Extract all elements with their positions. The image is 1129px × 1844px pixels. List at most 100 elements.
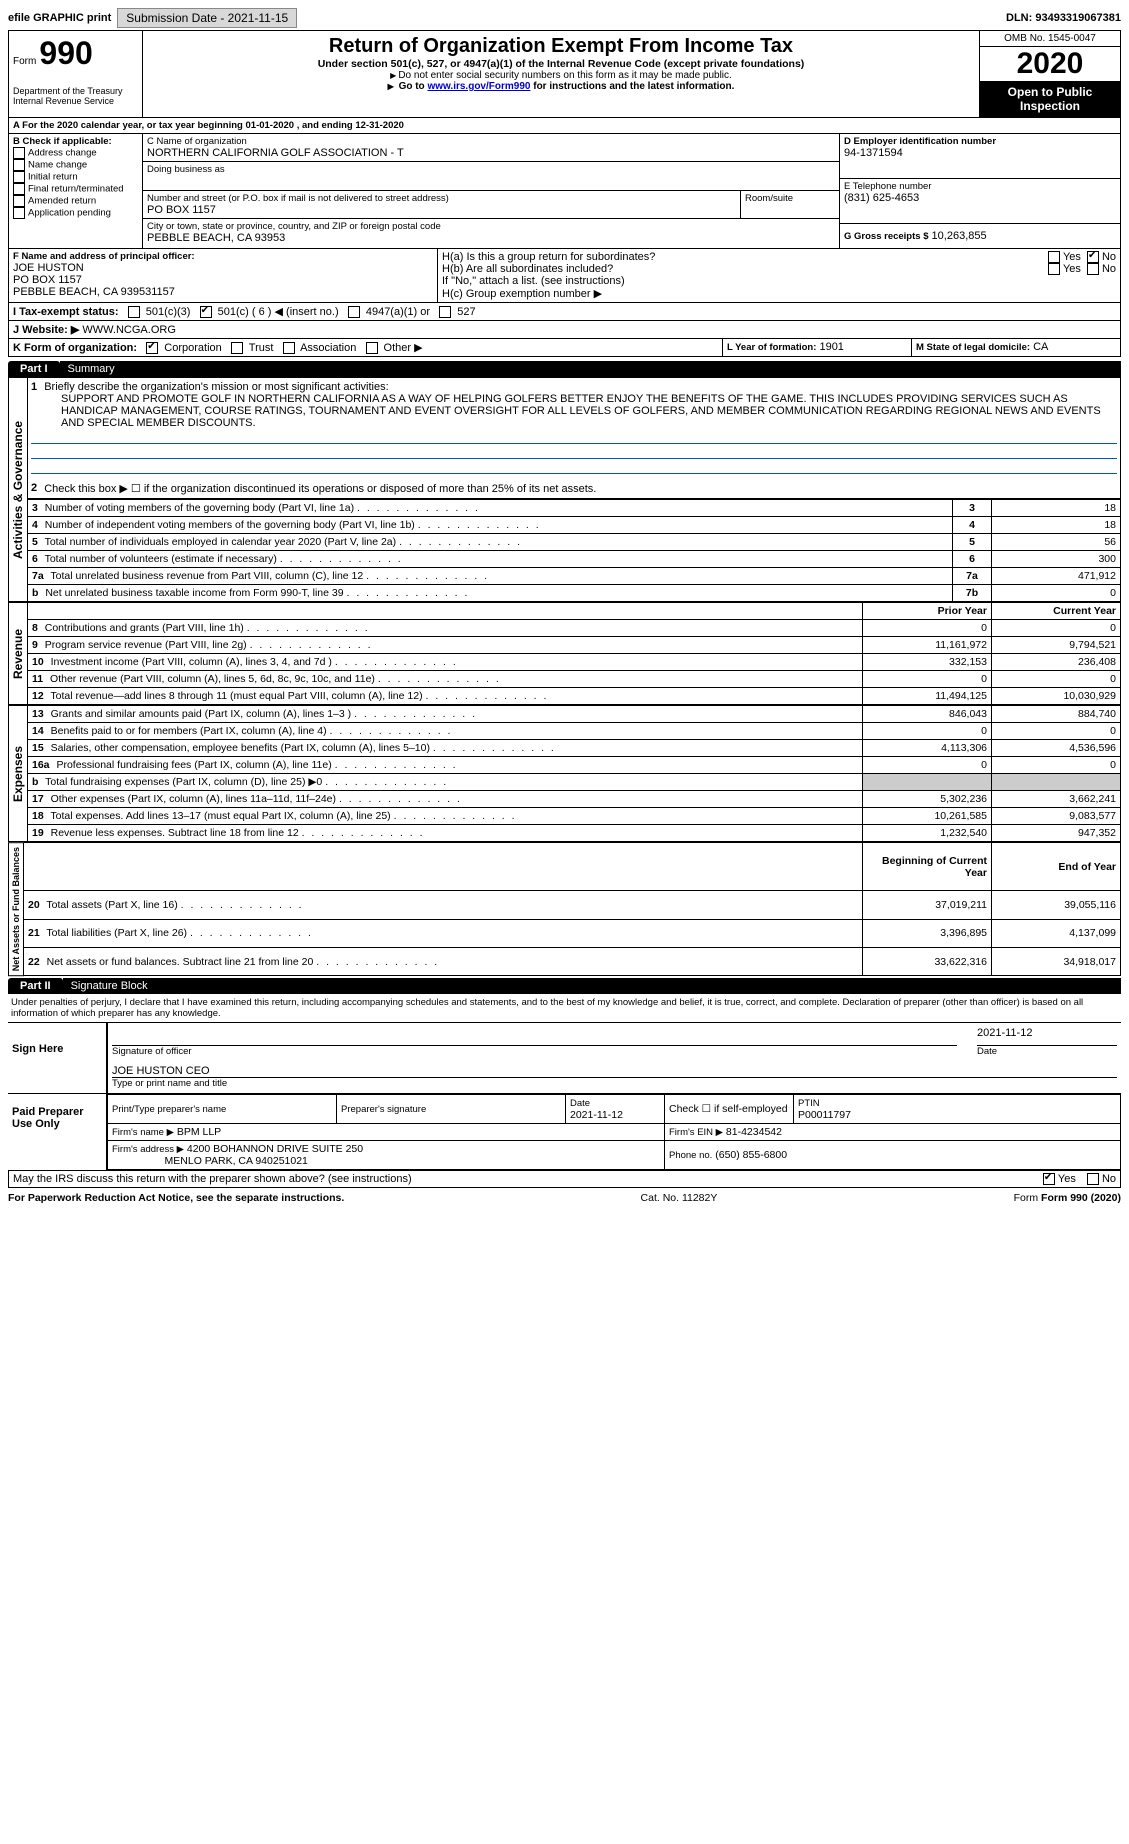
goto-pre: Go to <box>399 81 428 92</box>
table-row: b Total fundraising expenses (Part IX, c… <box>28 774 1121 791</box>
box-b-item: Amended return <box>13 195 138 207</box>
table-row: 22 Net assets or fund balances. Subtract… <box>24 948 1121 976</box>
tax-opt-checkbox[interactable] <box>348 306 360 318</box>
checkbox[interactable] <box>13 207 25 219</box>
ha-yes-checkbox[interactable] <box>1048 251 1060 263</box>
org-form-label: K Form of organization: <box>13 342 137 354</box>
table-row: 8 Contributions and grants (Part VIII, l… <box>28 620 1121 637</box>
netassets-table: Beginning of Current YearEnd of Year 20 … <box>24 842 1121 976</box>
right-header-col: D Employer identification number 94-1371… <box>840 134 1121 249</box>
tax-opt-checkbox[interactable] <box>200 306 212 318</box>
paid-preparer-label: Paid Preparer Use Only <box>8 1094 106 1170</box>
vlabel-exp: Expenses <box>8 705 28 842</box>
box-c-label: C Name of organization <box>147 136 835 147</box>
year-formation-label: L Year of formation: <box>727 342 816 353</box>
orgform-checkbox[interactable] <box>146 342 158 354</box>
table-row: b Net unrelated business taxable income … <box>28 585 1121 602</box>
firm-name: BPM LLP <box>177 1126 221 1138</box>
phone-value: (831) 625-4653 <box>844 192 1116 204</box>
mission-line <box>31 430 1117 444</box>
officer-signature-line[interactable] <box>112 1027 957 1046</box>
line1-label: Briefly describe the organization's miss… <box>44 381 388 393</box>
box-k: K Form of organization: Corporation Trus… <box>8 339 723 357</box>
date-label: Date <box>977 1046 1117 1057</box>
prep-sig-label: Preparer's signature <box>341 1104 561 1115</box>
footer: For Paperwork Reduction Act Notice, see … <box>8 1192 1121 1204</box>
ptin-value: P00011797 <box>798 1109 851 1121</box>
table-row: 19 Revenue less expenses. Subtract line … <box>28 825 1121 842</box>
ein-value: 94-1371594 <box>844 147 1116 159</box>
discuss-yes: Yes <box>1058 1173 1076 1185</box>
form-title: Return of Organization Exempt From Incom… <box>147 35 975 58</box>
checkbox[interactable] <box>13 183 25 195</box>
table-row: 7a Total unrelated business revenue from… <box>28 568 1121 585</box>
f-h-row: F Name and address of principal officer:… <box>8 249 1121 303</box>
tax-opt-checkbox[interactable] <box>439 306 451 318</box>
pra-notice: For Paperwork Reduction Act Notice, see … <box>8 1192 344 1204</box>
part1-title: Summary <box>60 361 1121 377</box>
firm-phone: (650) 855-6800 <box>715 1149 787 1161</box>
discuss-no-checkbox[interactable] <box>1087 1173 1099 1185</box>
discuss-yes-checkbox[interactable] <box>1043 1173 1055 1185</box>
mission-text: SUPPORT AND PROMOTE GOLF IN NORTHERN CAL… <box>61 393 1117 429</box>
checkbox[interactable] <box>13 159 25 171</box>
room-label: Room/suite <box>745 193 835 204</box>
hb-no-checkbox[interactable] <box>1087 263 1099 275</box>
yes-label2: Yes <box>1063 263 1081 275</box>
website-value: WWW.NCGA.ORG <box>82 324 176 336</box>
firm-addr: 4200 BOHANNON DRIVE SUITE 250 <box>187 1143 363 1155</box>
no-label: No <box>1102 251 1116 263</box>
h-b-text: H(b) Are all subordinates included? <box>442 263 1048 275</box>
hb-yes-checkbox[interactable] <box>1048 263 1060 275</box>
governance-table: 3 Number of voting members of the govern… <box>28 499 1121 602</box>
ssn-note: Do not enter social security numbers on … <box>147 70 975 81</box>
vlabel-rev: Revenue <box>8 602 28 705</box>
period-pre: For the 2020 calendar year, or tax year … <box>22 120 245 131</box>
submission-date-button[interactable]: Submission Date - 2021-11-15 <box>117 8 297 28</box>
firm-name-label: Firm's name ▶ <box>112 1127 174 1138</box>
irs-link[interactable]: www.irs.gov/Form990 <box>427 81 530 92</box>
hdr-prior: Prior Year <box>863 603 992 620</box>
street-value: PO BOX 1157 <box>147 204 736 216</box>
table-row: 10 Investment income (Part VIII, column … <box>28 654 1121 671</box>
discuss-no: No <box>1102 1173 1116 1185</box>
box-m: M State of legal domicile: CA <box>912 339 1121 357</box>
orgform-checkbox[interactable] <box>231 342 243 354</box>
gross-receipts: 10,263,855 <box>932 230 987 242</box>
type-name-label: Type or print name and title <box>112 1078 1117 1089</box>
officer-name: JOE HUSTON <box>13 262 433 274</box>
self-employed: Check ☐ if self-employed <box>665 1095 794 1124</box>
firm-ein-label: Firm's EIN ▶ <box>669 1127 723 1138</box>
orgform-checkbox[interactable] <box>283 342 295 354</box>
sig-officer-label: Signature of officer <box>112 1046 957 1057</box>
checkbox[interactable] <box>13 171 25 183</box>
firm-phone-label: Phone no. <box>669 1150 712 1161</box>
table-row: 9 Program service revenue (Part VIII, li… <box>28 637 1121 654</box>
table-row: 13 Grants and similar amounts paid (Part… <box>28 706 1121 723</box>
form-ref: Form Form 990 (2020) <box>1014 1192 1121 1204</box>
table-row: 11 Other revenue (Part VIII, column (A),… <box>28 671 1121 688</box>
tax-opt-checkbox[interactable] <box>128 306 140 318</box>
vlabel-na: Net Assets or Fund Balances <box>8 842 24 976</box>
prep-date: 2021-11-12 <box>570 1109 623 1121</box>
tax-year: 2020 <box>980 47 1120 81</box>
checkbox[interactable] <box>13 147 25 159</box>
box-b-item: Final return/terminated <box>13 183 138 195</box>
goto-post: for instructions and the latest informat… <box>533 81 734 92</box>
ha-no-checkbox[interactable] <box>1087 251 1099 263</box>
hdr-boy: Beginning of Current Year <box>863 843 992 891</box>
table-row: 15 Salaries, other compensation, employe… <box>28 740 1121 757</box>
table-row: 17 Other expenses (Part IX, column (A), … <box>28 791 1121 808</box>
table-row: 14 Benefits paid to or for members (Part… <box>28 723 1121 740</box>
website-label: J Website: ▶ <box>13 324 79 336</box>
table-row: 3 Number of voting members of the govern… <box>28 500 1121 517</box>
cat-no: Cat. No. 11282Y <box>641 1192 718 1204</box>
box-b-item: Name change <box>13 159 138 171</box>
orgform-checkbox[interactable] <box>366 342 378 354</box>
officer-addr1: PO BOX 1157 <box>13 274 433 286</box>
prep-date-label: Date <box>570 1098 590 1109</box>
dept-treasury: Department of the Treasury Internal Reve… <box>13 86 138 106</box>
form-number-box: Form 990 Department of the Treasury Inte… <box>9 31 143 117</box>
checkbox[interactable] <box>13 195 25 207</box>
hdr-eoy: End of Year <box>992 843 1121 891</box>
